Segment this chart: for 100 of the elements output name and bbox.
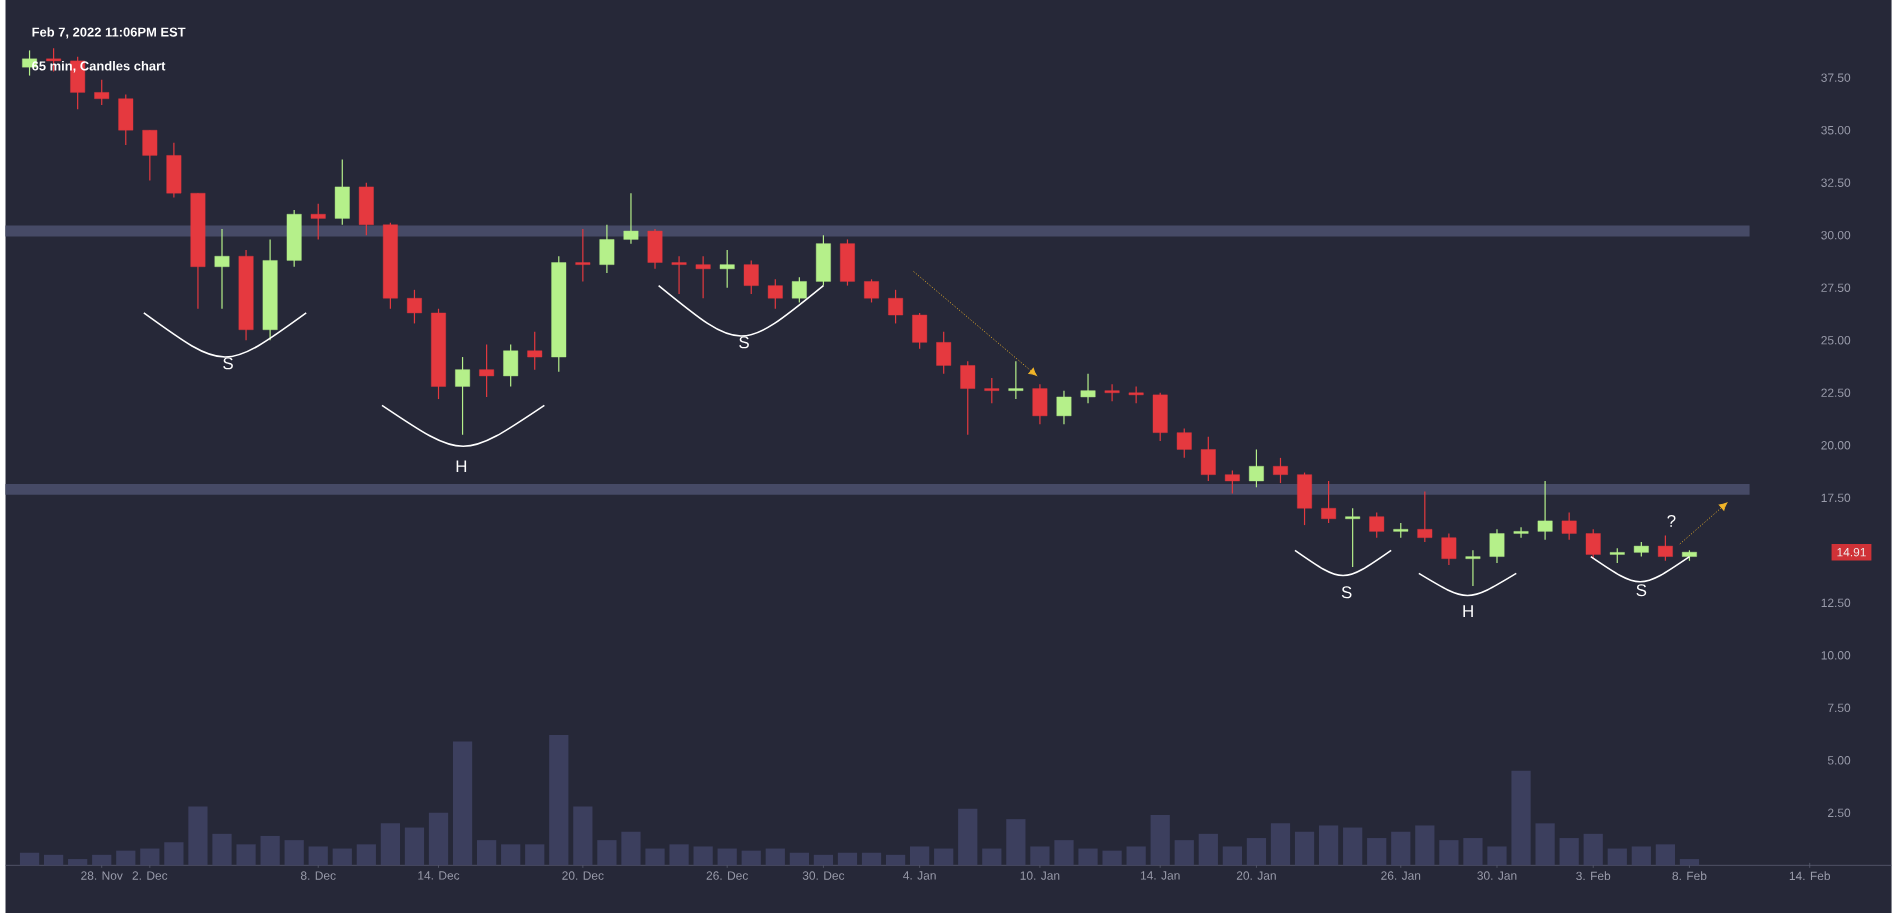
bar — [116, 850, 136, 866]
y-tick-label: 30.00 — [1821, 230, 1851, 240]
bar — [140, 848, 160, 866]
bar — [1463, 837, 1483, 866]
bar — [1487, 846, 1507, 866]
bar — [549, 735, 569, 866]
x-tick-label: 4. Jan — [903, 871, 936, 880]
bar — [188, 806, 208, 866]
y-tick-label: 37.50 — [1821, 73, 1851, 82]
bar — [356, 844, 376, 866]
candlestick — [791, 276, 807, 303]
candlestick — [527, 331, 543, 371]
x-tick-label: 30. Dec — [802, 871, 845, 880]
bar — [164, 842, 184, 866]
y-tick-label: 2.50 — [1827, 808, 1851, 817]
candlestick — [1104, 383, 1120, 402]
y-tick-label: 32.50 — [1821, 178, 1851, 187]
x-tick-label: 14. Dec — [418, 871, 460, 880]
y-tick-label: 7.50 — [1828, 703, 1851, 712]
candlestick — [936, 331, 952, 375]
text: Feb 7, 2022 11:06PM EST — [32, 27, 186, 39]
candlestick — [455, 356, 470, 436]
bar — [212, 833, 232, 866]
bar — [1030, 846, 1050, 866]
bar — [1535, 823, 1555, 866]
candlestick — [1056, 389, 1072, 425]
bar — [284, 840, 304, 866]
bar — [1102, 850, 1122, 866]
bar — [1583, 833, 1603, 866]
y-tick-label: 22.50 — [1821, 388, 1851, 397]
bar — [452, 741, 473, 866]
bar — [910, 846, 930, 866]
x-tick-label: 26. Jan — [1381, 871, 1421, 880]
bar — [1198, 833, 1218, 866]
bar — [621, 831, 641, 866]
bar — [1367, 837, 1387, 866]
x-tick-label: 2. Dec — [132, 871, 168, 880]
bar — [1294, 831, 1315, 866]
y-tick-label: 12.50 — [1821, 598, 1851, 607]
bar — [789, 852, 809, 866]
bar — [477, 840, 497, 866]
bar — [1415, 825, 1435, 866]
bar — [669, 844, 689, 866]
bar — [645, 848, 665, 866]
candlestick — [1585, 528, 1601, 560]
x-tick-label: 8. Feb — [1672, 871, 1707, 881]
bar — [236, 844, 256, 866]
x-tick-label: 8. Dec — [300, 871, 336, 880]
y-tick-label: 10.00 — [1821, 651, 1851, 660]
bar — [597, 840, 617, 866]
candlestick — [1561, 511, 1577, 541]
y-tick-label: 5.00 — [1827, 756, 1851, 765]
candlestick — [1273, 457, 1288, 484]
y-tick-label: 27.50 — [1821, 283, 1851, 292]
candlestick — [1345, 507, 1361, 568]
bar — [1679, 858, 1700, 866]
candlestick — [1128, 385, 1144, 404]
bar — [1318, 825, 1339, 866]
bar — [861, 852, 882, 866]
candlestick — [94, 79, 110, 106]
candlestick — [767, 278, 783, 310]
bar — [501, 844, 521, 866]
candlestick — [1369, 511, 1385, 539]
bar — [1126, 846, 1146, 866]
x-tick-label: 20. Jan — [1236, 871, 1276, 880]
bar — [428, 812, 449, 866]
bar — [958, 808, 978, 866]
annotation: H — [456, 460, 467, 473]
candlestick — [1513, 526, 1529, 539]
bar — [693, 846, 713, 866]
y-tick-label: 20.00 — [1821, 440, 1851, 450]
x-tick-label: 3. Feb — [1576, 871, 1611, 881]
bar — [1222, 846, 1242, 866]
candlestick — [671, 255, 687, 295]
candlestick — [407, 289, 422, 324]
bar — [1391, 831, 1411, 866]
bar — [1006, 819, 1026, 866]
annotation: H — [1463, 605, 1473, 617]
bar — [885, 854, 906, 866]
candlestick — [1465, 549, 1481, 587]
candlestick — [1249, 448, 1264, 488]
bar — [573, 806, 593, 866]
bar — [92, 854, 112, 866]
candlestick — [1176, 427, 1192, 459]
x-tick-label: 20. Dec — [562, 871, 604, 880]
candlestick — [960, 360, 976, 436]
bar — [68, 858, 88, 866]
candlestick — [310, 203, 326, 240]
bar — [1631, 846, 1651, 866]
candlestick — [1489, 528, 1505, 564]
bar — [837, 852, 858, 866]
x-tick-label: 14. Feb — [1789, 871, 1831, 881]
annotation: S — [1636, 584, 1647, 597]
x-tick-label: 26. Dec — [706, 871, 748, 880]
candlestick — [1657, 534, 1673, 562]
annotation: S — [739, 336, 749, 349]
annotation: S — [1341, 586, 1352, 599]
candlestick — [695, 255, 711, 299]
bar — [1246, 837, 1267, 866]
bar — [1439, 840, 1459, 866]
